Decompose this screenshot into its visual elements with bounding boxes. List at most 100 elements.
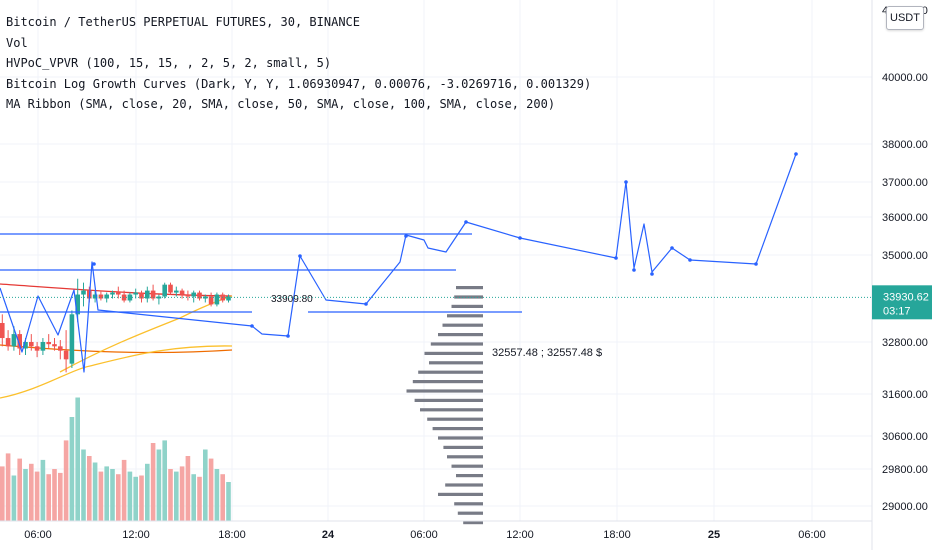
price-tick-label: 31600.00 bbox=[882, 389, 928, 401]
arrow-head bbox=[614, 256, 618, 260]
volume-bar bbox=[121, 459, 127, 521]
poc-annotation: 32557.48 ; 32557.48 $ bbox=[492, 347, 602, 359]
time-tick-label: 18:00 bbox=[218, 529, 246, 541]
arrow-head bbox=[518, 236, 522, 240]
volume-bar bbox=[156, 449, 162, 521]
candle-body bbox=[52, 344, 57, 347]
volume-profile-row bbox=[442, 323, 483, 327]
arrow-head bbox=[92, 262, 96, 266]
legend-symbol[interactable]: Bitcoin / TetherUS PERPETUAL FUTURES, 30… bbox=[6, 15, 361, 29]
candle-body bbox=[34, 346, 40, 351]
volume-bar bbox=[168, 469, 173, 521]
candle-body bbox=[0, 323, 5, 339]
volume-profile-row bbox=[445, 483, 483, 487]
volume-bar bbox=[162, 440, 167, 521]
volume-bar bbox=[220, 474, 225, 521]
candle-body bbox=[145, 290, 150, 299]
volume-profile-row bbox=[454, 502, 483, 506]
volume-bar bbox=[11, 475, 17, 521]
volume-profile-row bbox=[438, 333, 483, 337]
volume-bar bbox=[75, 397, 80, 521]
candle-body bbox=[156, 296, 162, 299]
arrow-head bbox=[298, 254, 302, 258]
arrow-head bbox=[754, 262, 758, 266]
legend-ma-ribbon[interactable]: MA Ribbon (SMA, close, 20, SMA, close, 5… bbox=[6, 97, 556, 111]
volume-bar bbox=[69, 417, 75, 521]
ma-ribbon bbox=[0, 283, 233, 399]
price-axis-bg bbox=[872, 0, 932, 550]
candle-body bbox=[226, 296, 231, 301]
volume-profile-row bbox=[443, 445, 483, 449]
candle-body bbox=[98, 294, 104, 299]
volume-bar bbox=[104, 466, 109, 521]
time-tick-label: 18:00 bbox=[603, 529, 631, 541]
volume-profile-row bbox=[438, 492, 483, 496]
candle-body bbox=[214, 294, 220, 305]
volume-profile-row bbox=[457, 511, 483, 515]
candle-body bbox=[75, 294, 80, 315]
arrow-head bbox=[464, 220, 468, 224]
volume-bar bbox=[46, 474, 51, 521]
volume-bar bbox=[226, 482, 231, 521]
time-tick-label: 12:00 bbox=[506, 529, 534, 541]
candle-body bbox=[121, 294, 127, 301]
candle-body bbox=[81, 290, 86, 295]
candle-body bbox=[110, 292, 115, 295]
volume-bar bbox=[92, 462, 98, 521]
price-tick-label: 35000.00 bbox=[882, 250, 928, 262]
volume-bar bbox=[185, 456, 191, 521]
volume-profile-row bbox=[432, 427, 483, 431]
user-drawings[interactable]: 33909.80 32557.48 ; 32557.48 $ bbox=[0, 152, 798, 373]
volume-profile-row bbox=[427, 417, 483, 421]
volume-profile-row bbox=[438, 436, 483, 440]
volume-bar bbox=[145, 463, 150, 521]
volume-bar bbox=[116, 474, 121, 521]
volume-bar bbox=[81, 449, 86, 521]
price-tick-label: 37000.00 bbox=[882, 177, 928, 189]
countdown-label: 03:17 bbox=[883, 305, 911, 317]
time-tick-label: 12:00 bbox=[122, 529, 150, 541]
volume-bar bbox=[52, 469, 57, 521]
arrow-head bbox=[650, 272, 654, 276]
arrow-head bbox=[364, 302, 368, 306]
arrow-head bbox=[688, 258, 692, 262]
volume-profile-row bbox=[414, 398, 483, 402]
volume-profile-row bbox=[463, 521, 483, 525]
candle-body bbox=[168, 284, 173, 293]
candle-body bbox=[23, 342, 28, 349]
volume-bar bbox=[17, 458, 22, 521]
candle-body bbox=[179, 290, 185, 295]
time-tick-label: 06:00 bbox=[24, 529, 52, 541]
legend-volume[interactable]: Vol bbox=[6, 35, 28, 50]
volume-profile-row bbox=[430, 342, 483, 346]
volume-profile-row bbox=[424, 351, 483, 355]
volume-profile-row bbox=[429, 361, 483, 365]
candle-body bbox=[208, 296, 214, 305]
volume-bar bbox=[5, 453, 11, 521]
arrow-head bbox=[286, 334, 290, 338]
candle-body bbox=[63, 350, 69, 360]
volume-profile-row bbox=[406, 389, 483, 393]
volume-profile bbox=[406, 286, 483, 525]
volume-bar bbox=[40, 459, 46, 521]
candle-body bbox=[29, 342, 34, 347]
volume-bar bbox=[197, 476, 202, 521]
arrow-head bbox=[624, 180, 628, 184]
volume-bar bbox=[58, 472, 63, 521]
arrow-head bbox=[632, 268, 636, 272]
candle-body bbox=[197, 292, 202, 299]
time-tick-label: 06:00 bbox=[410, 529, 438, 541]
legend-hvpoc[interactable]: HVPoC_VPVR (100, 15, 15, , 2, 5, 2, smal… bbox=[6, 56, 332, 70]
volume-bar bbox=[150, 443, 156, 521]
candle-body bbox=[203, 296, 208, 299]
legend-log-growth[interactable]: Bitcoin Log Growth Curves (Dark, Y, Y, 1… bbox=[6, 76, 592, 91]
time-tick-label: 06:00 bbox=[798, 529, 826, 541]
volume-bar bbox=[23, 469, 28, 521]
candle-body bbox=[191, 292, 196, 297]
currency-button[interactable]: USDT bbox=[886, 6, 924, 30]
volume-bar bbox=[203, 449, 208, 521]
price-tick-label: 32800.00 bbox=[882, 337, 928, 349]
volume-profile-row bbox=[456, 286, 483, 290]
volume-bar bbox=[0, 466, 5, 521]
